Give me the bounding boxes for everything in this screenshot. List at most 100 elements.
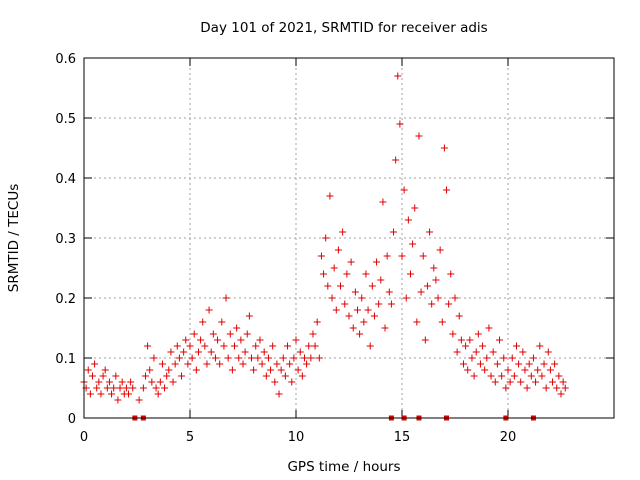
data-point [243,330,251,338]
data-point [546,366,554,374]
data-point [479,342,487,350]
data-point [557,390,565,398]
data-point [269,342,277,350]
data-point [525,360,533,368]
data-point [171,360,179,368]
data-point [154,390,162,398]
data-point [307,354,315,362]
plot-frame [83,57,615,419]
data-point [144,342,152,350]
data-point [127,378,135,386]
data-point [339,228,347,236]
data-point [199,318,207,326]
data-point [423,282,431,290]
data-point [500,354,508,362]
data-point [415,132,423,140]
data-point [209,330,217,338]
data-point [485,324,493,332]
data-point [453,348,461,356]
data-point [250,366,258,374]
data-point [279,354,287,362]
data-point [95,378,103,386]
data-point [508,354,516,362]
data-point [150,354,158,362]
data-point [197,336,205,344]
data-point [449,330,457,338]
data-point [205,306,213,314]
data-point [108,390,116,398]
data-point [317,252,325,260]
data-point [375,300,383,308]
data-point [491,378,499,386]
data-point [222,294,230,302]
data-point [258,360,266,368]
data-point [99,372,107,380]
data-point [517,378,525,386]
data-point [430,264,438,272]
data-point [139,384,147,392]
data-point [390,228,398,236]
data-point [247,354,255,362]
data-point [226,330,234,338]
data-point [483,354,491,362]
data-point [464,366,472,374]
data-point [559,378,567,386]
data-point [88,372,96,380]
data-point [381,324,389,332]
data-point [332,306,340,314]
data-point [432,276,440,284]
data-point [158,360,166,368]
data-point [292,336,300,344]
data-point [228,366,236,374]
data-point [510,372,518,380]
data-point [97,390,105,398]
data-point [373,258,381,266]
data-point [534,366,542,374]
x-tick-label: 5 [186,430,194,445]
data-point [161,384,169,392]
data-point [190,330,198,338]
data-point [216,360,224,368]
data-point [523,384,531,392]
data-point [294,366,302,374]
data-point [360,318,368,326]
data-point [398,252,406,260]
data-point [91,360,99,368]
data-point [110,384,118,392]
data-point [498,372,506,380]
data-point [447,270,455,278]
data-point [406,270,414,278]
y-tick-label: 0.6 [55,52,76,67]
data-point [400,186,408,194]
data-point [540,360,548,368]
chart-title: Day 101 of 2021, SRMTID for receiver adi… [200,20,487,36]
data-point [532,378,540,386]
data-point [184,360,192,368]
data-point [103,384,111,392]
data-point [337,282,345,290]
data-point [220,342,228,350]
data-point [512,342,520,350]
data-point [553,384,561,392]
data-point [165,366,173,374]
data-point [455,312,463,320]
data-point [470,372,478,380]
data-point [241,348,249,356]
data-point [506,378,514,386]
data-point [349,324,357,332]
data-point [275,390,283,398]
data-point [267,366,275,374]
data-point [188,354,196,362]
data-point [426,228,434,236]
data-point [334,246,342,254]
data-point [428,300,436,308]
data-point [167,348,175,356]
data-point [271,378,279,386]
data-point [315,354,323,362]
data-point [347,258,355,266]
data-point [443,186,451,194]
data-point [277,366,285,374]
data-point [493,360,501,368]
data-point [504,366,512,374]
data-point [311,342,319,350]
